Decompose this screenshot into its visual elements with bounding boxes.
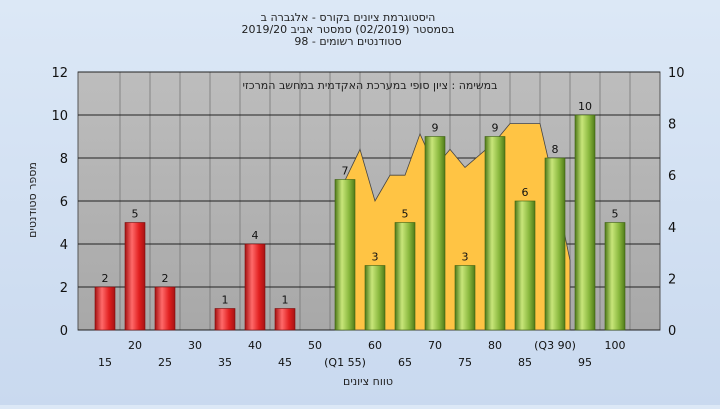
bar-25: [154, 286, 176, 331]
bar-80: [484, 136, 506, 331]
data-label-35: 1: [222, 294, 229, 307]
y-tick-label: 2: [60, 281, 68, 296]
x-tick-label: 75: [458, 356, 472, 369]
y2-tick-label: 6: [668, 169, 676, 184]
bar-40: [244, 243, 266, 331]
chart-subtitle: במשימה : ציון סופי במערכת האקדמית במחשב …: [243, 79, 498, 92]
bar-60: [364, 265, 386, 331]
y-tick-label: 10: [51, 109, 68, 124]
data-label-85: 6: [522, 186, 529, 199]
bar-35: [214, 308, 236, 331]
y-tick-label: 0: [60, 324, 68, 339]
bar-85: [514, 200, 536, 331]
y-tick-label: 6: [60, 195, 68, 210]
y2-tick-label: 10: [668, 66, 685, 81]
y-tick-label: 8: [60, 152, 68, 167]
x-tick-label: 60: [368, 339, 382, 352]
data-label-40: 4: [252, 229, 259, 242]
bar-55: [334, 179, 356, 331]
x-tick-label: 50: [308, 339, 322, 352]
data-label-95: 10: [578, 100, 592, 113]
x-tick-label: 70: [428, 339, 442, 352]
data-label-15: 2: [102, 272, 109, 285]
y-axis-label: מספר סטודנטים: [26, 162, 39, 238]
bar-70: [424, 136, 446, 331]
x-tick-label: 95: [578, 356, 592, 369]
bar-65: [394, 222, 416, 331]
bar-layer: [94, 114, 626, 331]
data-label-75: 3: [462, 251, 469, 264]
chart-title-line-2: בסמסטר (02/2019) סמסטר אביב 2019/20: [241, 23, 454, 36]
chart-title-line-1: היסטוגרמת ציונים בקורס - אלגברה ב: [261, 11, 436, 24]
x-tick-label: 15: [98, 356, 112, 369]
y2-tick-label: 8: [668, 118, 676, 133]
x-tick-label: 65: [398, 356, 412, 369]
data-label-55: 7: [342, 165, 349, 178]
label-layer: 2 5 2 1 4 1 7 3 5 9 3 9 6 8 10 5: [102, 100, 619, 307]
x-tick-label: 85: [518, 356, 532, 369]
bar-15: [94, 286, 116, 331]
x-tick-label: (Q3 90): [534, 339, 576, 352]
y-tick-label: 4: [60, 238, 68, 253]
bar-45: [274, 308, 296, 331]
bar-75: [454, 265, 476, 331]
data-label-80: 9: [492, 122, 499, 135]
y-tick-label: 12: [51, 66, 68, 81]
data-label-20: 5: [132, 208, 139, 221]
data-label-70: 9: [432, 122, 439, 135]
x-tick-label: 80: [488, 339, 502, 352]
data-label-65: 5: [402, 208, 409, 221]
y2-tick-label: 4: [668, 221, 676, 236]
x-tick-label: 25: [158, 356, 172, 369]
x-tick-label: 40: [248, 339, 262, 352]
x-tick-label: 30: [188, 339, 202, 352]
bar-100: [604, 222, 626, 331]
bar-90: [544, 157, 566, 331]
data-label-90: 8: [552, 143, 559, 156]
bar-20: [124, 222, 146, 331]
x-tick-label: 100: [605, 339, 626, 352]
data-label-100: 5: [612, 208, 619, 221]
data-label-25: 2: [162, 272, 169, 285]
y2-tick-label: 0: [668, 324, 676, 339]
y2-tick-label: 2: [668, 272, 676, 287]
data-label-45: 1: [282, 294, 289, 307]
x-tick-label: 35: [218, 356, 232, 369]
data-label-60: 3: [372, 251, 379, 264]
x-tick-label: (Q1 55): [324, 356, 366, 369]
x-tick-label: 45: [278, 356, 292, 369]
bar-95: [574, 114, 596, 331]
chart-title-line-3: סטודנטים רשומים - 98: [294, 35, 401, 48]
x-tick-label: 20: [128, 339, 142, 352]
x-axis-label: טווח ציונים: [343, 375, 393, 388]
